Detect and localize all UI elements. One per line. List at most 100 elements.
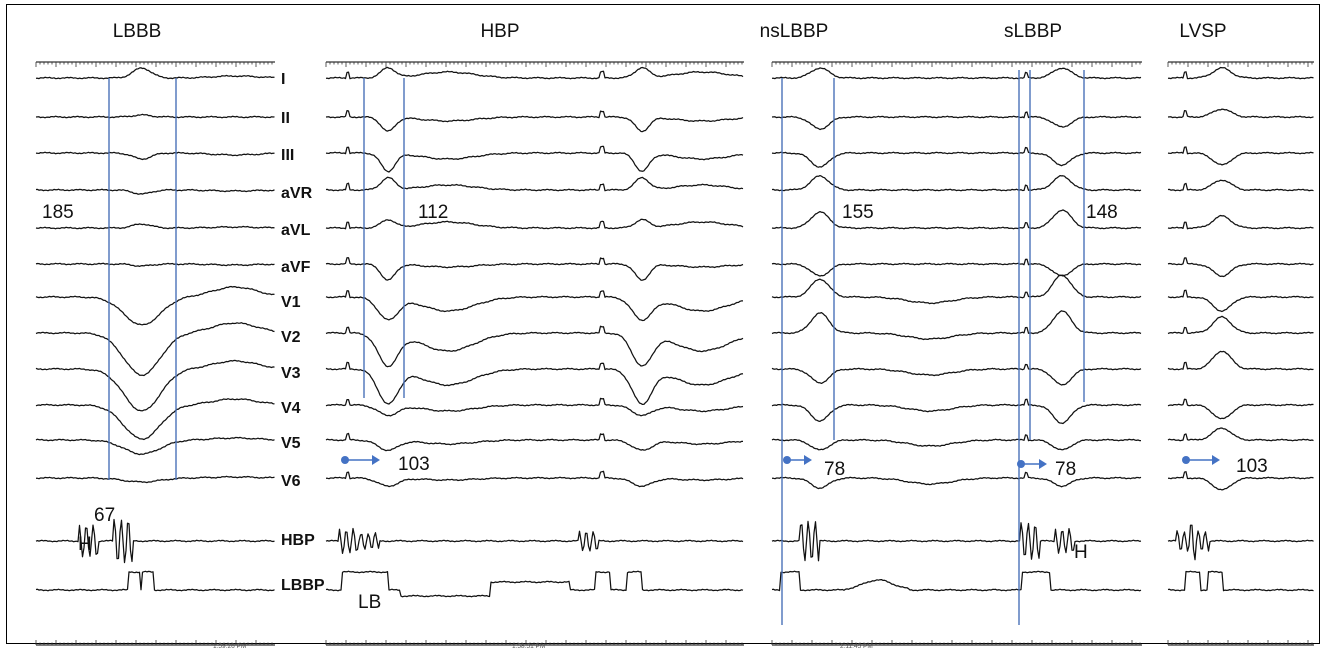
ecg-trace-nslbbp-v3 [771,367,995,385]
lb-marker-hbp: LB [358,592,381,613]
lbbp-channel-nslbbp [771,570,994,592]
ecg-trace-lbbb-ii [35,113,275,119]
qrs-lbbb: 185 [42,202,74,223]
ecg-trace-nslbbp-iii [771,151,995,168]
lbbp-channel-hbp [325,570,744,598]
ecg-trace-lvsp-v3 [1167,350,1314,371]
lead-label-avf: aVF [281,259,311,276]
stim-arrow-head [1212,455,1220,465]
lead-label-v1: V1 [281,294,301,311]
ecg-trace-hbp-v4 [325,397,744,417]
ecg-trace-nslbbp-v4 [771,403,995,423]
ecg-trace-slbbp-ii [993,111,1142,128]
hbp-channel-slbbp [993,522,1142,560]
lead-label-v2: V2 [281,329,301,346]
stim-arrow-head [372,455,380,465]
qrs-hbp: 112 [418,202,448,223]
stim-arrows [341,455,1220,469]
ecg-trace-hbp-ii [325,109,744,133]
ecg-trace-lbbb-v4 [35,398,275,441]
hbp-channel-lbbb [35,518,275,564]
title-hbp: HBP [480,21,519,42]
ecg-trace-lbbb-v1 [35,285,275,326]
ecg-trace-slbbp-iii [993,146,1142,167]
ecg-trace-lbbb-v5 [35,436,275,456]
lead-label-v4: V4 [281,400,301,417]
lead-label-lbbp: LBBP [281,577,325,594]
ecg-trace-slbbp-avr [993,174,1142,192]
stim-slbbp: 78 [1055,459,1076,480]
stim-hbp: 103 [398,454,430,475]
ecg-trace-hbp-v6 [326,470,744,488]
lead-label-ii: II [281,110,290,127]
ecg-trace-slbbp-i [993,67,1142,80]
his-marker-lbbb: H [78,534,92,555]
ecg-trace-hbp-v5 [325,432,743,452]
ecg-trace-hbp-avl [325,218,744,230]
time-rulers [35,61,1314,646]
ecg-trace-lbbb-avl [35,223,275,230]
ecg-trace-lvsp-v5 [1167,427,1314,442]
ecg-trace-lbbb-i [35,67,275,80]
lead-label-hbp: HBP [281,532,315,549]
calipers [108,70,1085,625]
ecg-trace-lvsp-i [1167,66,1314,80]
timestamp-lbbb: 1:59:26 PM [213,643,246,650]
ecg-trace-slbbp-v3 [993,363,1142,386]
stim-nslbbp: 78 [824,459,845,480]
ecg-trace-hbp-iii [325,145,744,173]
ecg-trace-lvsp-ii [1167,108,1314,119]
stim-arrow-head [1039,459,1047,469]
ecg-trace-hbp-i [325,66,744,80]
ecg-trace-lvsp-avf [1167,257,1314,278]
ecg-trace-slbbp-v1 [993,274,1142,299]
title-lvsp: LVSP [1179,21,1226,42]
ecg-trace-lvsp-v6 [1168,471,1314,491]
ecg-trace-nslbbp-avl [771,210,995,230]
ecg-traces [35,66,1314,598]
ecg-trace-nslbbp-avr [771,174,994,192]
hbp-channel-nslbbp [771,520,995,562]
lead-label-i: I [281,71,285,88]
ecg-trace-nslbbp-i [771,67,995,80]
qrs-nslbbp: 155 [842,202,874,223]
lead-labels: I II III aVR aVL aVF V1 V2 V3 V4 V5 V6 H… [281,71,325,594]
ecg-trace-nslbbp-ii [771,115,995,131]
lead-label-iii: III [281,147,294,164]
ecg-trace-lvsp-avl [1167,214,1314,230]
lead-label-avl: aVL [281,222,311,239]
hbp-channel-lvsp [1167,524,1314,561]
ecg-trace-nslbbp-avf [771,262,995,277]
ecg-trace-lbbb-v6 [36,475,275,484]
ecg-trace-lbbb-avr [35,188,275,195]
stim-arrow-head [804,455,812,465]
ecg-trace-slbbp-v5 [993,434,1141,451]
ecg-trace-lbbb-iii [35,151,275,161]
ecg-trace-slbbp-avf [993,258,1142,277]
timestamp-hbp: 1:58:51 PM [512,643,545,650]
hbp-channel-hbp [325,527,744,555]
lead-label-avr: aVR [281,185,313,202]
ecg-trace-lbbb-avf [35,262,275,268]
ecg-trace-slbbp-v4 [993,398,1142,425]
ecg-trace-slbbp-v2 [993,310,1142,335]
ecg-trace-slbbp-avl [993,209,1142,230]
ecg-trace-lvsp-iii [1167,146,1314,166]
title-slbbp: sLBBP [1004,21,1062,42]
ecg-trace-hbp-v3 [325,361,744,406]
timestamp-nslbbp: 2:11:45 PM [840,643,873,650]
lbbp-channel-lbbb [35,570,275,592]
ecg-trace-nslbbp-v6 [772,476,995,490]
title-lbbb: LBBB [113,21,162,42]
ecg-trace-hbp-v1 [325,290,743,322]
lead-label-v3: V3 [281,365,301,382]
his-marker-slbbp: H [1074,542,1088,563]
ecg-trace-lvsp-v2 [1167,315,1314,335]
ecg-trace-lvsp-avr [1167,179,1314,192]
qrs-slbbp: 148 [1086,202,1118,223]
ecg-trace-hbp-avf [325,257,744,281]
lead-label-v5: V5 [281,435,301,452]
ecg-trace-hbp-v2 [325,325,744,368]
ecg-trace-lbbb-v3 [35,359,275,412]
ecg-trace-nslbbp-v5 [771,438,995,451]
